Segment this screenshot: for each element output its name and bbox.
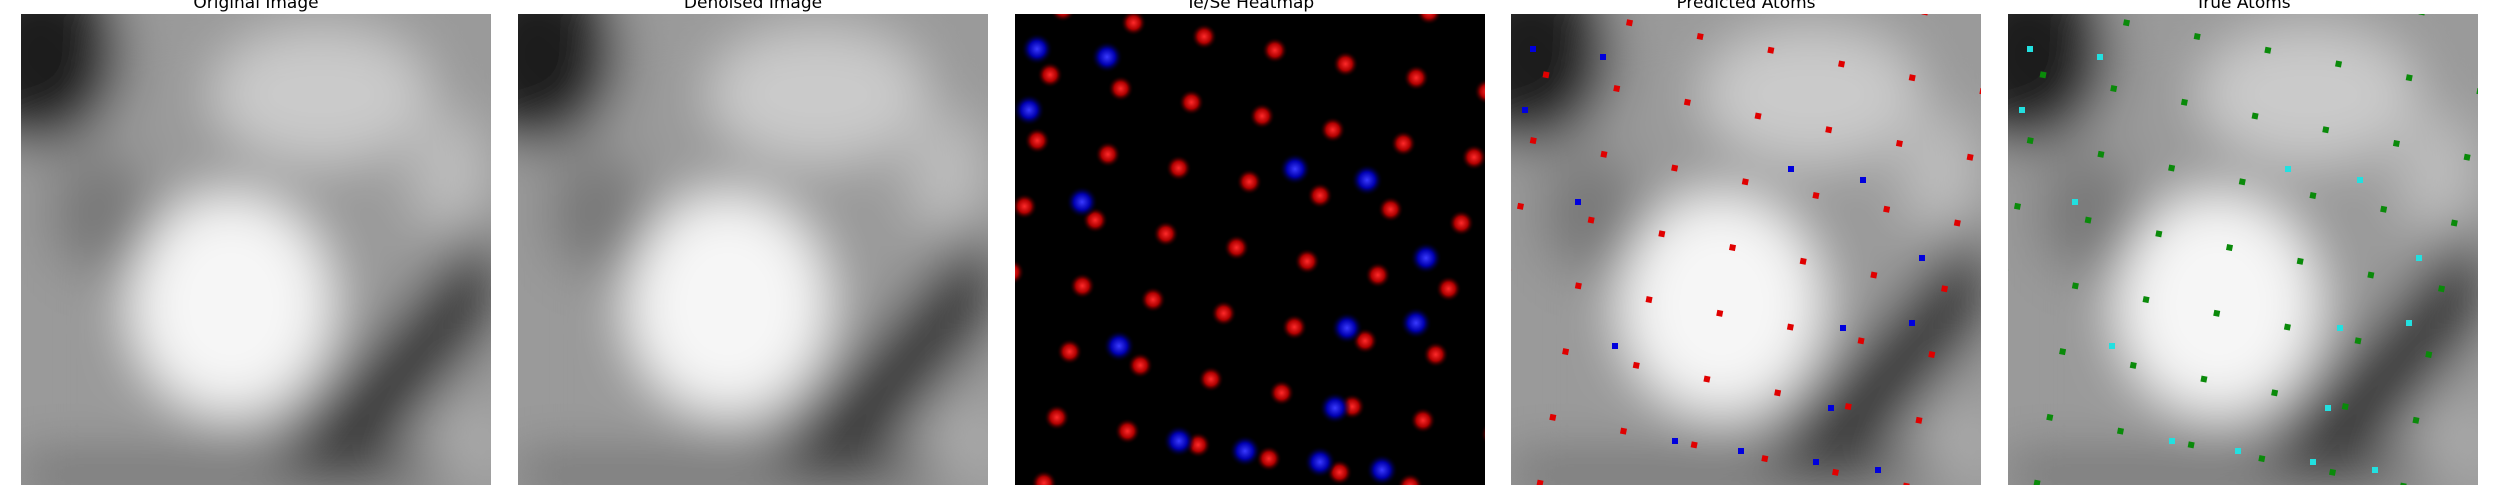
panel-title: True Atoms bbox=[2194, 0, 2290, 13]
panel-title: Denoised Image bbox=[684, 0, 822, 13]
se-markers bbox=[2019, 46, 2422, 473]
se-spots bbox=[1015, 33, 1442, 485]
denoised-image bbox=[458, 0, 1008, 485]
heatmap bbox=[1015, 14, 1485, 485]
predicted-atoms bbox=[1511, 14, 1981, 485]
true-atoms bbox=[2008, 14, 2478, 485]
panel-title: Original Image bbox=[193, 0, 318, 13]
se-markers bbox=[1522, 46, 1925, 473]
original-image bbox=[0, 0, 511, 485]
panel-title: Te/Se Heatmap bbox=[1185, 0, 1314, 13]
panel-title: Predicted Atoms bbox=[1676, 0, 1815, 13]
